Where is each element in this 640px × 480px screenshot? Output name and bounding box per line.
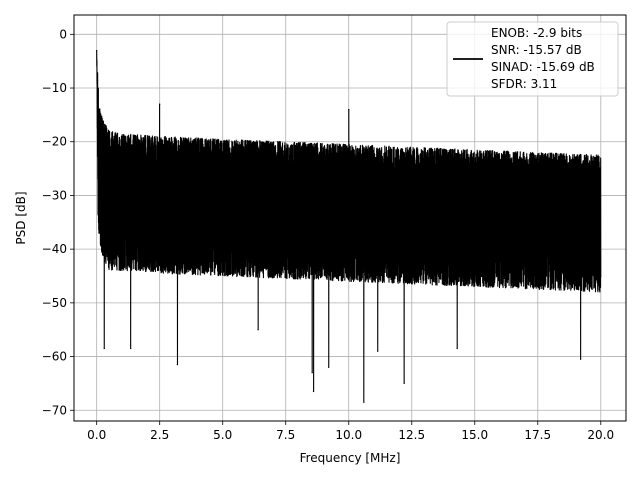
psd-dip-point — [377, 350, 379, 352]
y-tick-label: 0 — [59, 27, 67, 41]
x-tick-label: 2.5 — [150, 428, 169, 442]
psd-dip-point — [257, 329, 259, 331]
y-tick-label: −20 — [42, 135, 67, 149]
psd-series-line — [96, 50, 602, 403]
x-axis-label: Frequency [MHz] — [300, 451, 401, 465]
psd-dip-point — [363, 401, 365, 403]
x-tick-label: 0.0 — [87, 428, 106, 442]
psd-dip-point — [311, 372, 313, 374]
psd-dip-point — [456, 347, 458, 350]
y-tick-label: −70 — [42, 403, 67, 417]
x-tick-label: 5.0 — [213, 428, 232, 442]
psd-dip-point — [327, 366, 330, 368]
psd-dip-point — [312, 390, 315, 393]
y-tick-label: −10 — [42, 81, 67, 95]
y-tick-label: −30 — [42, 188, 67, 202]
x-tick-label: 15.0 — [461, 428, 488, 442]
x-axis: 0.0 2.5 5.0 7.5 10.0 12.5 15.0 17.5 20.0 — [87, 421, 614, 442]
psd-dc-peak-point — [96, 49, 98, 52]
y-tick-label: −40 — [42, 242, 67, 256]
x-tick-label: 7.5 — [276, 428, 295, 442]
legend-line-snr: SNR: -15.57 dB — [491, 43, 582, 57]
legend-box — [446, 21, 619, 97]
x-tick-label: 12.5 — [398, 428, 425, 442]
psd-dip-point — [403, 382, 405, 385]
legend-line-sfdr: SFDR: 3.11 — [491, 77, 557, 91]
plot-area — [96, 49, 602, 403]
psd-spur-point — [348, 108, 350, 111]
x-tick-label: 10.0 — [335, 428, 362, 442]
y-tick-label: −50 — [42, 296, 67, 310]
y-axis: 0 −10 −20 −30 −40 −50 −60 −70 — [42, 27, 74, 417]
legend-line-sinad: SINAD: -15.69 dB — [491, 60, 595, 74]
x-tick-label: 20.0 — [587, 428, 614, 442]
psd-spur-point — [159, 103, 161, 105]
psd-dip-point — [580, 358, 582, 360]
y-axis-label: PSD [dB] — [14, 191, 28, 244]
legend: ENOB: -2.9 bits SNR: -15.57 dB SINAD: -1… — [446, 21, 619, 97]
psd-dip-point — [103, 347, 105, 350]
x-tick-label: 17.5 — [524, 428, 551, 442]
psd-dip-point — [130, 347, 132, 350]
y-tick-label: −60 — [42, 350, 67, 364]
axes-frame — [73, 14, 627, 422]
legend-line-enob: ENOB: -2.9 bits — [491, 26, 582, 40]
psd-dip-point — [176, 364, 178, 366]
